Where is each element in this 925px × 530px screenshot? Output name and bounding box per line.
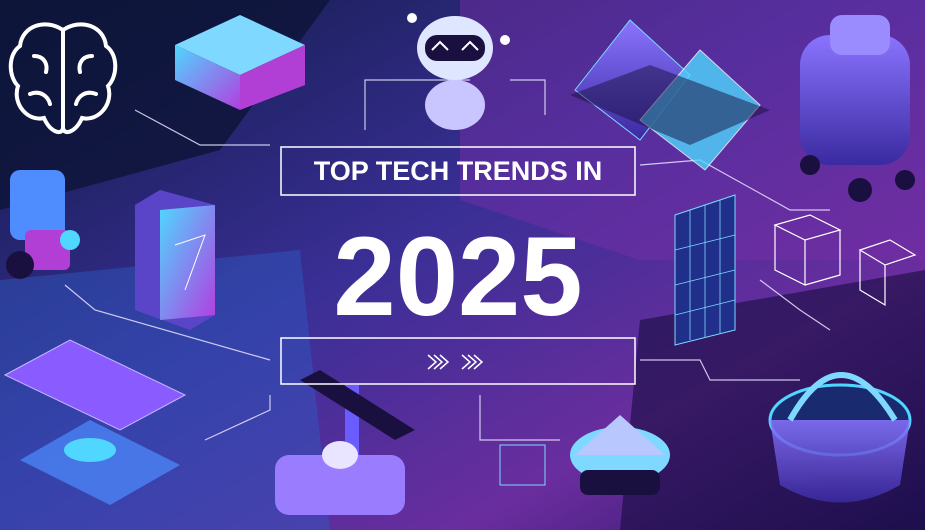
lamp-device: [275, 370, 415, 515]
wireframe-cubes: [773, 214, 917, 307]
solar-panel-vertical: [674, 194, 736, 346]
year: 2025: [333, 214, 582, 339]
robot-arm: [6, 170, 80, 279]
title-frame: [280, 146, 636, 196]
tank-device: [175, 15, 305, 110]
title: TOP TECH TRENDS IN: [314, 156, 603, 186]
arrows: [427, 354, 484, 370]
arrow-frame: [280, 337, 636, 385]
robot: [407, 13, 510, 130]
basket-device: [768, 372, 912, 503]
solar-table: [3, 339, 187, 505]
circuit-lines: [64, 79, 831, 441]
phone-device: [135, 190, 215, 330]
solar-panels: [570, 19, 770, 171]
brain-icon: [8, 22, 118, 135]
robot-large: [800, 15, 915, 202]
disc-device: [499, 415, 670, 495]
